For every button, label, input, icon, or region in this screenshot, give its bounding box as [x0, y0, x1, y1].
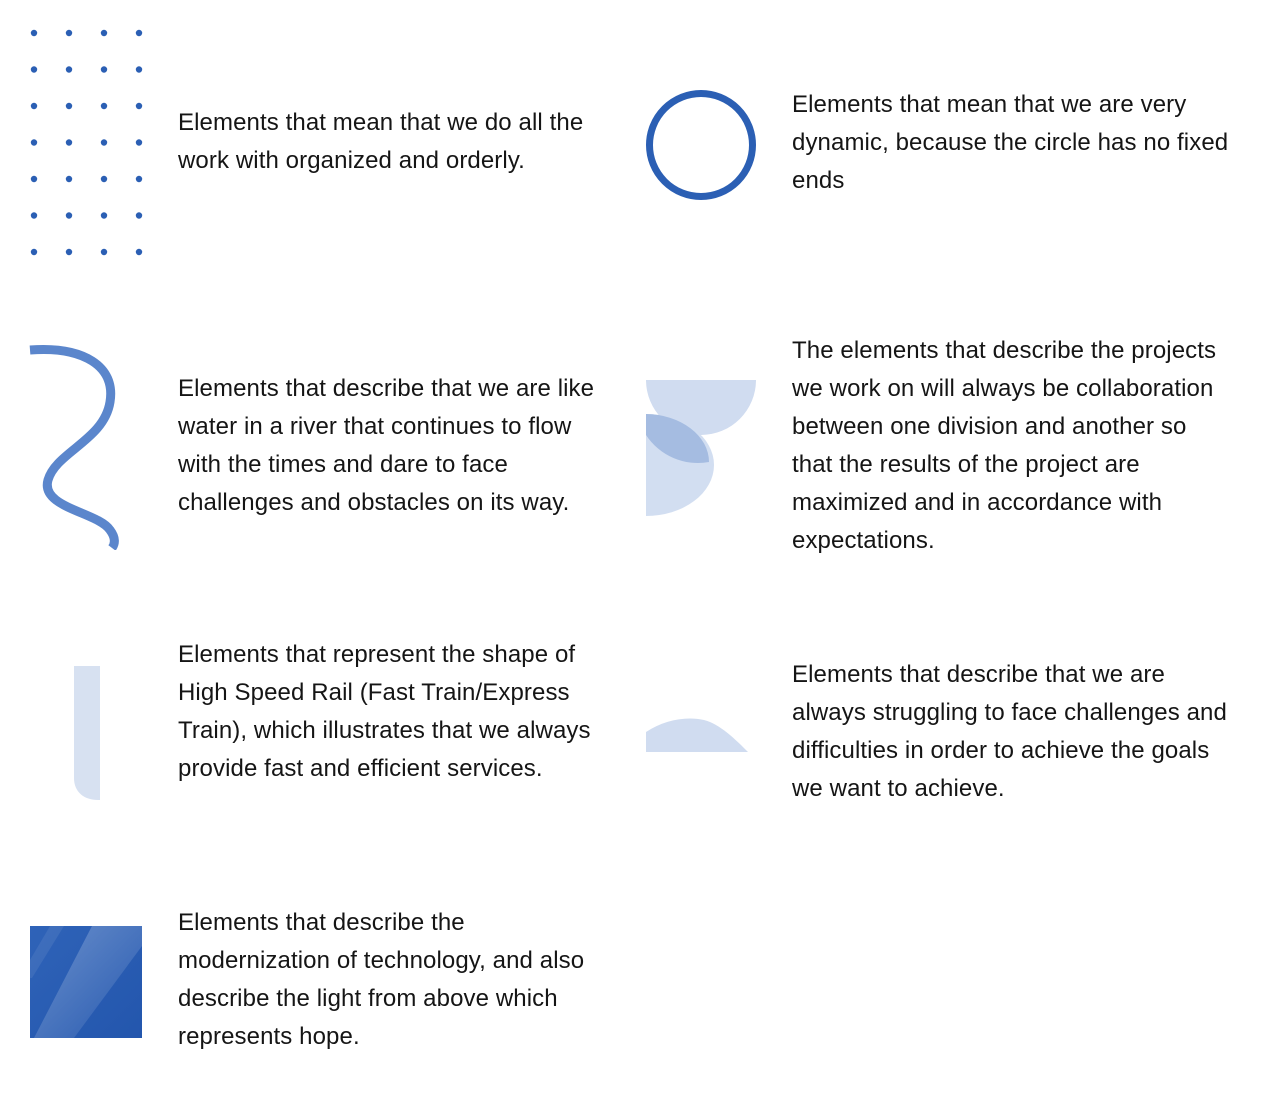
element-description: Elements that mean that we do all the wo… — [178, 109, 584, 174]
grid-dot — [100, 212, 108, 219]
grid-dot — [30, 66, 38, 73]
element-description: The elements that describe the projects … — [792, 337, 1217, 554]
grid-dot — [65, 102, 73, 110]
grid-dot — [135, 66, 143, 73]
grid-dot — [100, 139, 108, 146]
grid-dot — [100, 29, 108, 37]
dot-grid-icon — [26, 26, 150, 262]
grid-dot — [30, 248, 38, 256]
overlapping-half-circles-icon — [646, 380, 758, 518]
grid-dot — [100, 66, 108, 73]
element-description: Elements that describe that we are alway… — [792, 661, 1227, 802]
grid-dot — [135, 175, 143, 183]
grid-dot — [30, 139, 38, 146]
element-description: Elements that mean that we are very dyna… — [792, 91, 1229, 194]
hill-curve-icon — [646, 718, 750, 754]
grid-dot — [65, 248, 73, 256]
grid-dot — [100, 248, 108, 256]
circle-ring-icon — [644, 88, 758, 202]
grid-dot — [65, 66, 73, 73]
river-wave-icon — [28, 344, 128, 550]
grid-dot — [65, 29, 73, 37]
grid-dot — [30, 175, 38, 183]
grid-dot — [65, 175, 73, 183]
element-description: Elements that describe that we are like … — [178, 375, 595, 516]
grid-dot — [65, 139, 73, 146]
grid-dot — [135, 248, 143, 256]
grid-dot — [135, 29, 143, 37]
grid-dot — [135, 212, 143, 219]
element-description: Elements that represent the shape of Hig… — [178, 641, 591, 782]
grid-dot — [30, 212, 38, 219]
element-description: Elements that describe the modernization… — [178, 909, 585, 1050]
grid-dot — [30, 102, 38, 110]
rail-bar-icon — [74, 666, 100, 802]
grid-dot — [100, 175, 108, 183]
grid-dot — [135, 139, 143, 146]
glossy-square-icon — [30, 926, 142, 1038]
grid-dot — [100, 102, 108, 110]
grid-dot — [65, 212, 73, 219]
grid-dot — [30, 29, 38, 37]
grid-dot — [135, 102, 143, 110]
